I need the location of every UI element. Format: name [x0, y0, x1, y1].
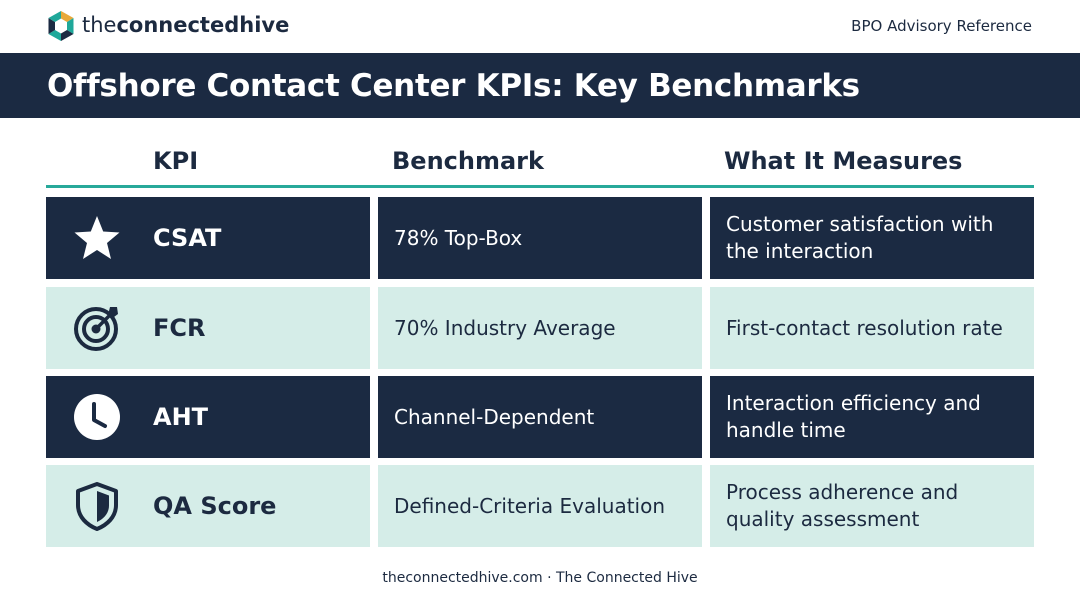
hexagon-logo-icon[interactable]: [46, 10, 76, 42]
target-icon: [74, 307, 118, 351]
column-header-measures: What It Measures: [724, 147, 963, 175]
benchmark-value: Defined-Criteria Evaluation: [394, 494, 666, 518]
star-icon: [74, 216, 120, 259]
benchmark-cell: Defined-Criteria Evaluation: [378, 465, 702, 547]
measures-text: First-contact resolution rate: [726, 315, 1003, 340]
table-row-csat: CSAT 78% Top-Box Customer satisfaction w…: [46, 197, 1034, 279]
kpi-name: AHT: [153, 403, 209, 431]
brand-name[interactable]: theconnectedhive: [82, 12, 289, 38]
clock-icon: [74, 394, 120, 440]
top-bar: theconnectedhive BPO Advisory Reference: [0, 0, 1080, 52]
measures-text: Customer satisfaction with the interacti…: [726, 212, 994, 263]
table-row-qa-score: QA Score Defined-Criteria Evaluation Pro…: [46, 465, 1034, 547]
reference-label: BPO Advisory Reference: [851, 17, 1032, 35]
measures-cell: Customer satisfaction with the interacti…: [710, 197, 1034, 279]
benchmark-cell: 70% Industry Average: [378, 287, 702, 369]
header-divider: [46, 185, 1034, 188]
measures-text: Process adherence and quality assessment: [726, 480, 959, 531]
brand-name-bold: connectedhive: [116, 13, 290, 37]
measures-cell: Process adherence and quality assessment: [710, 465, 1034, 547]
kpi-cell: FCR: [46, 287, 370, 369]
kpi-name: CSAT: [153, 224, 222, 252]
footer-credit: theconnectedhive.com · The Connected Hiv…: [382, 570, 698, 586]
benchmark-cell: 78% Top-Box: [378, 197, 702, 279]
table-row-aht: AHT Channel-Dependent Interaction effici…: [46, 376, 1034, 458]
measures-cell: Interaction efficiency and handle time: [710, 376, 1034, 458]
table-row-fcr: FCR 70% Industry Average First-contact r…: [46, 287, 1034, 369]
kpi-name: FCR: [153, 314, 206, 342]
page-title: Offshore Contact Center KPIs: Key Benchm…: [47, 68, 860, 104]
column-header-kpi: KPI: [153, 147, 199, 175]
shield-icon: [76, 482, 118, 531]
measures-text: Interaction efficiency and handle time: [726, 391, 981, 442]
benchmark-cell: Channel-Dependent: [378, 376, 702, 458]
benchmark-value: 78% Top-Box: [394, 226, 523, 250]
kpi-cell: AHT: [46, 376, 370, 458]
column-header-benchmark: Benchmark: [392, 147, 544, 175]
measures-cell: First-contact resolution rate: [710, 287, 1034, 369]
kpi-cell: CSAT: [46, 197, 370, 279]
title-banner: Offshore Contact Center KPIs: Key Benchm…: [0, 53, 1080, 118]
kpi-cell: QA Score: [46, 465, 370, 547]
benchmark-value: 70% Industry Average: [394, 316, 616, 340]
kpi-name: QA Score: [153, 492, 277, 520]
brand-name-light: the: [82, 13, 117, 37]
benchmark-value: Channel-Dependent: [394, 405, 595, 429]
